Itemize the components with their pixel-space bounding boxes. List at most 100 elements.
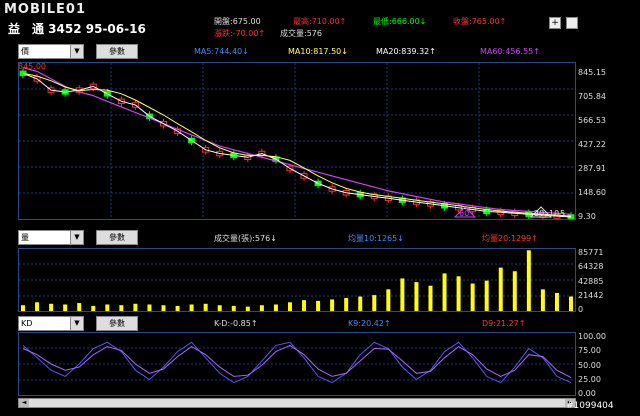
volume-bar [63, 304, 68, 311]
volume-axis-4: 0 [578, 305, 584, 314]
chevron-down-icon[interactable]: ▼ [70, 231, 83, 244]
kd-chart [18, 332, 576, 396]
volume-bar [569, 296, 573, 311]
volume-bar [442, 273, 447, 311]
ma5-line [22, 72, 572, 218]
marker-60: 60 [459, 209, 469, 218]
low-price: 最低:666.00↓ [373, 17, 427, 26]
volume-bar [203, 303, 208, 311]
volume-bar [386, 289, 391, 311]
price-axis-2: 566.53 [578, 116, 606, 125]
ma20-label: MA20:839.32↑ [376, 47, 436, 56]
ma5-label: MA5:744.40↓ [194, 47, 249, 56]
kd-toolbar: KD ▼ 參數 K-D:-0.85↑ K9:20.42↑ D9:21.27↑ [18, 316, 578, 332]
scroll-left-icon[interactable]: ◄ [19, 399, 29, 407]
volume-bar [147, 304, 152, 311]
kd-param-button[interactable]: 參數 [96, 316, 138, 331]
volume-bar [105, 304, 110, 311]
volume-bar [189, 304, 194, 311]
volume-bar [259, 305, 264, 311]
avg10-label: 均量10:1265↓ [348, 234, 404, 243]
marker-20: 20 [534, 209, 544, 218]
volume-bar [554, 292, 559, 311]
volume-bar [217, 305, 222, 311]
chart-scrollbar[interactable]: ◄ ► [18, 398, 576, 408]
volume-bar [372, 295, 377, 311]
volume-bar [287, 302, 292, 311]
avg20-label: 均量20:1299↑ [482, 234, 538, 243]
volume-bar [470, 283, 475, 311]
volume-label: 成交量(張):576↓ [214, 234, 277, 243]
volume-bar [344, 297, 349, 311]
d9-label: D9:21.27↑ [482, 319, 526, 328]
price-axis-0: 845.15 [578, 68, 606, 77]
price-max-label: 845.00 [18, 62, 46, 71]
volume-param-button[interactable]: 參數 [96, 230, 138, 245]
volume-bar [273, 304, 278, 311]
price-param-button[interactable]: 參數 [96, 44, 138, 59]
volume-axis-0: 85771 [578, 248, 604, 257]
kd-select-value: KD [21, 319, 33, 328]
open-price: 開盤:675.00 [214, 17, 261, 26]
price-axis-6: 9.30 [578, 212, 596, 221]
d9-line [22, 344, 572, 379]
chevron-down-icon[interactable]: ▼ [70, 45, 83, 58]
volume-axis-1: 64328 [578, 262, 604, 271]
volume-type-select[interactable]: 量 ▼ [18, 230, 84, 245]
volume-chart-svg [19, 250, 575, 311]
volume-bar [456, 276, 461, 311]
candle-body [19, 70, 27, 77]
header-volume: 成交量:576 [280, 29, 322, 38]
volume-bar [316, 300, 321, 311]
brand-logo: MOBILE01 [4, 2, 86, 17]
volume-bars [21, 250, 573, 311]
volume-bar [540, 289, 545, 311]
volume-bar [330, 299, 335, 311]
chevron-down-icon[interactable]: ▼ [70, 317, 83, 330]
volume-bar [400, 278, 405, 311]
change-value: 漲跌:-70.00↑ [214, 29, 266, 38]
volume-toolbar: 量 ▼ 參數 成交量(張):576↓ 均量10:1265↓ 均量20:1299↑ [18, 230, 578, 246]
header-bar: MOBILE01 益 通 3452 95-06-16 開盤:675.00 最高:… [0, 0, 640, 42]
volume-bar [175, 305, 180, 311]
ma-markers: 60 20 10 5 [453, 206, 565, 218]
volume-bar [512, 271, 517, 311]
marker-10: 10 [549, 209, 559, 218]
menu-box-button[interactable] [566, 17, 578, 29]
volume-bar [133, 303, 138, 311]
ma60-label: MA60:456.55↑ [480, 47, 540, 56]
volume-bar [526, 250, 531, 311]
kd-type-select[interactable]: KD ▼ [18, 316, 84, 331]
kd-axis-2: 50.00 [578, 361, 601, 370]
kd-axis-1: 75.00 [578, 346, 601, 355]
price-chart: 60 20 10 5 [18, 62, 576, 222]
add-box-button[interactable]: + [549, 17, 561, 29]
kd-axis-0: 100.00 [578, 332, 606, 341]
price-toolbar: 價 ▼ 參數 MA5:744.40↓ MA10:817.50↓ MA20:839… [18, 44, 578, 60]
price-type-select[interactable]: 價 ▼ [18, 44, 84, 59]
volume-axis-3: 21442 [578, 291, 604, 300]
ma10-line [22, 72, 572, 217]
volume-bar [484, 280, 489, 311]
volume-bar [414, 282, 419, 311]
marker-5: 5 [560, 209, 565, 218]
ma10-label: MA10:817.50↓ [288, 47, 348, 56]
volume-chart [18, 248, 576, 312]
volume-bar [77, 303, 82, 311]
ma60-line [22, 67, 572, 215]
price-select-value: 價 [21, 47, 29, 56]
close-price: 收盤:765.00↑ [453, 17, 507, 26]
price-axis-1: 705.84 [578, 92, 606, 101]
volume-bar [428, 285, 433, 311]
volume-bar [302, 300, 307, 311]
price-chart-svg: 60 20 10 5 [19, 63, 575, 222]
volume-bar [498, 267, 503, 311]
stock-title: 益 通 3452 95-06-16 [8, 22, 146, 36]
volume-bar [35, 302, 40, 311]
scroll-right-icon[interactable]: ► [565, 399, 575, 407]
volume-bar [161, 305, 166, 311]
price-axis-5: 148.60 [578, 188, 606, 197]
k9-label: K9:20.42↑ [348, 319, 391, 328]
volume-select-value: 量 [21, 233, 29, 242]
price-axis-3: 427.22 [578, 140, 606, 149]
